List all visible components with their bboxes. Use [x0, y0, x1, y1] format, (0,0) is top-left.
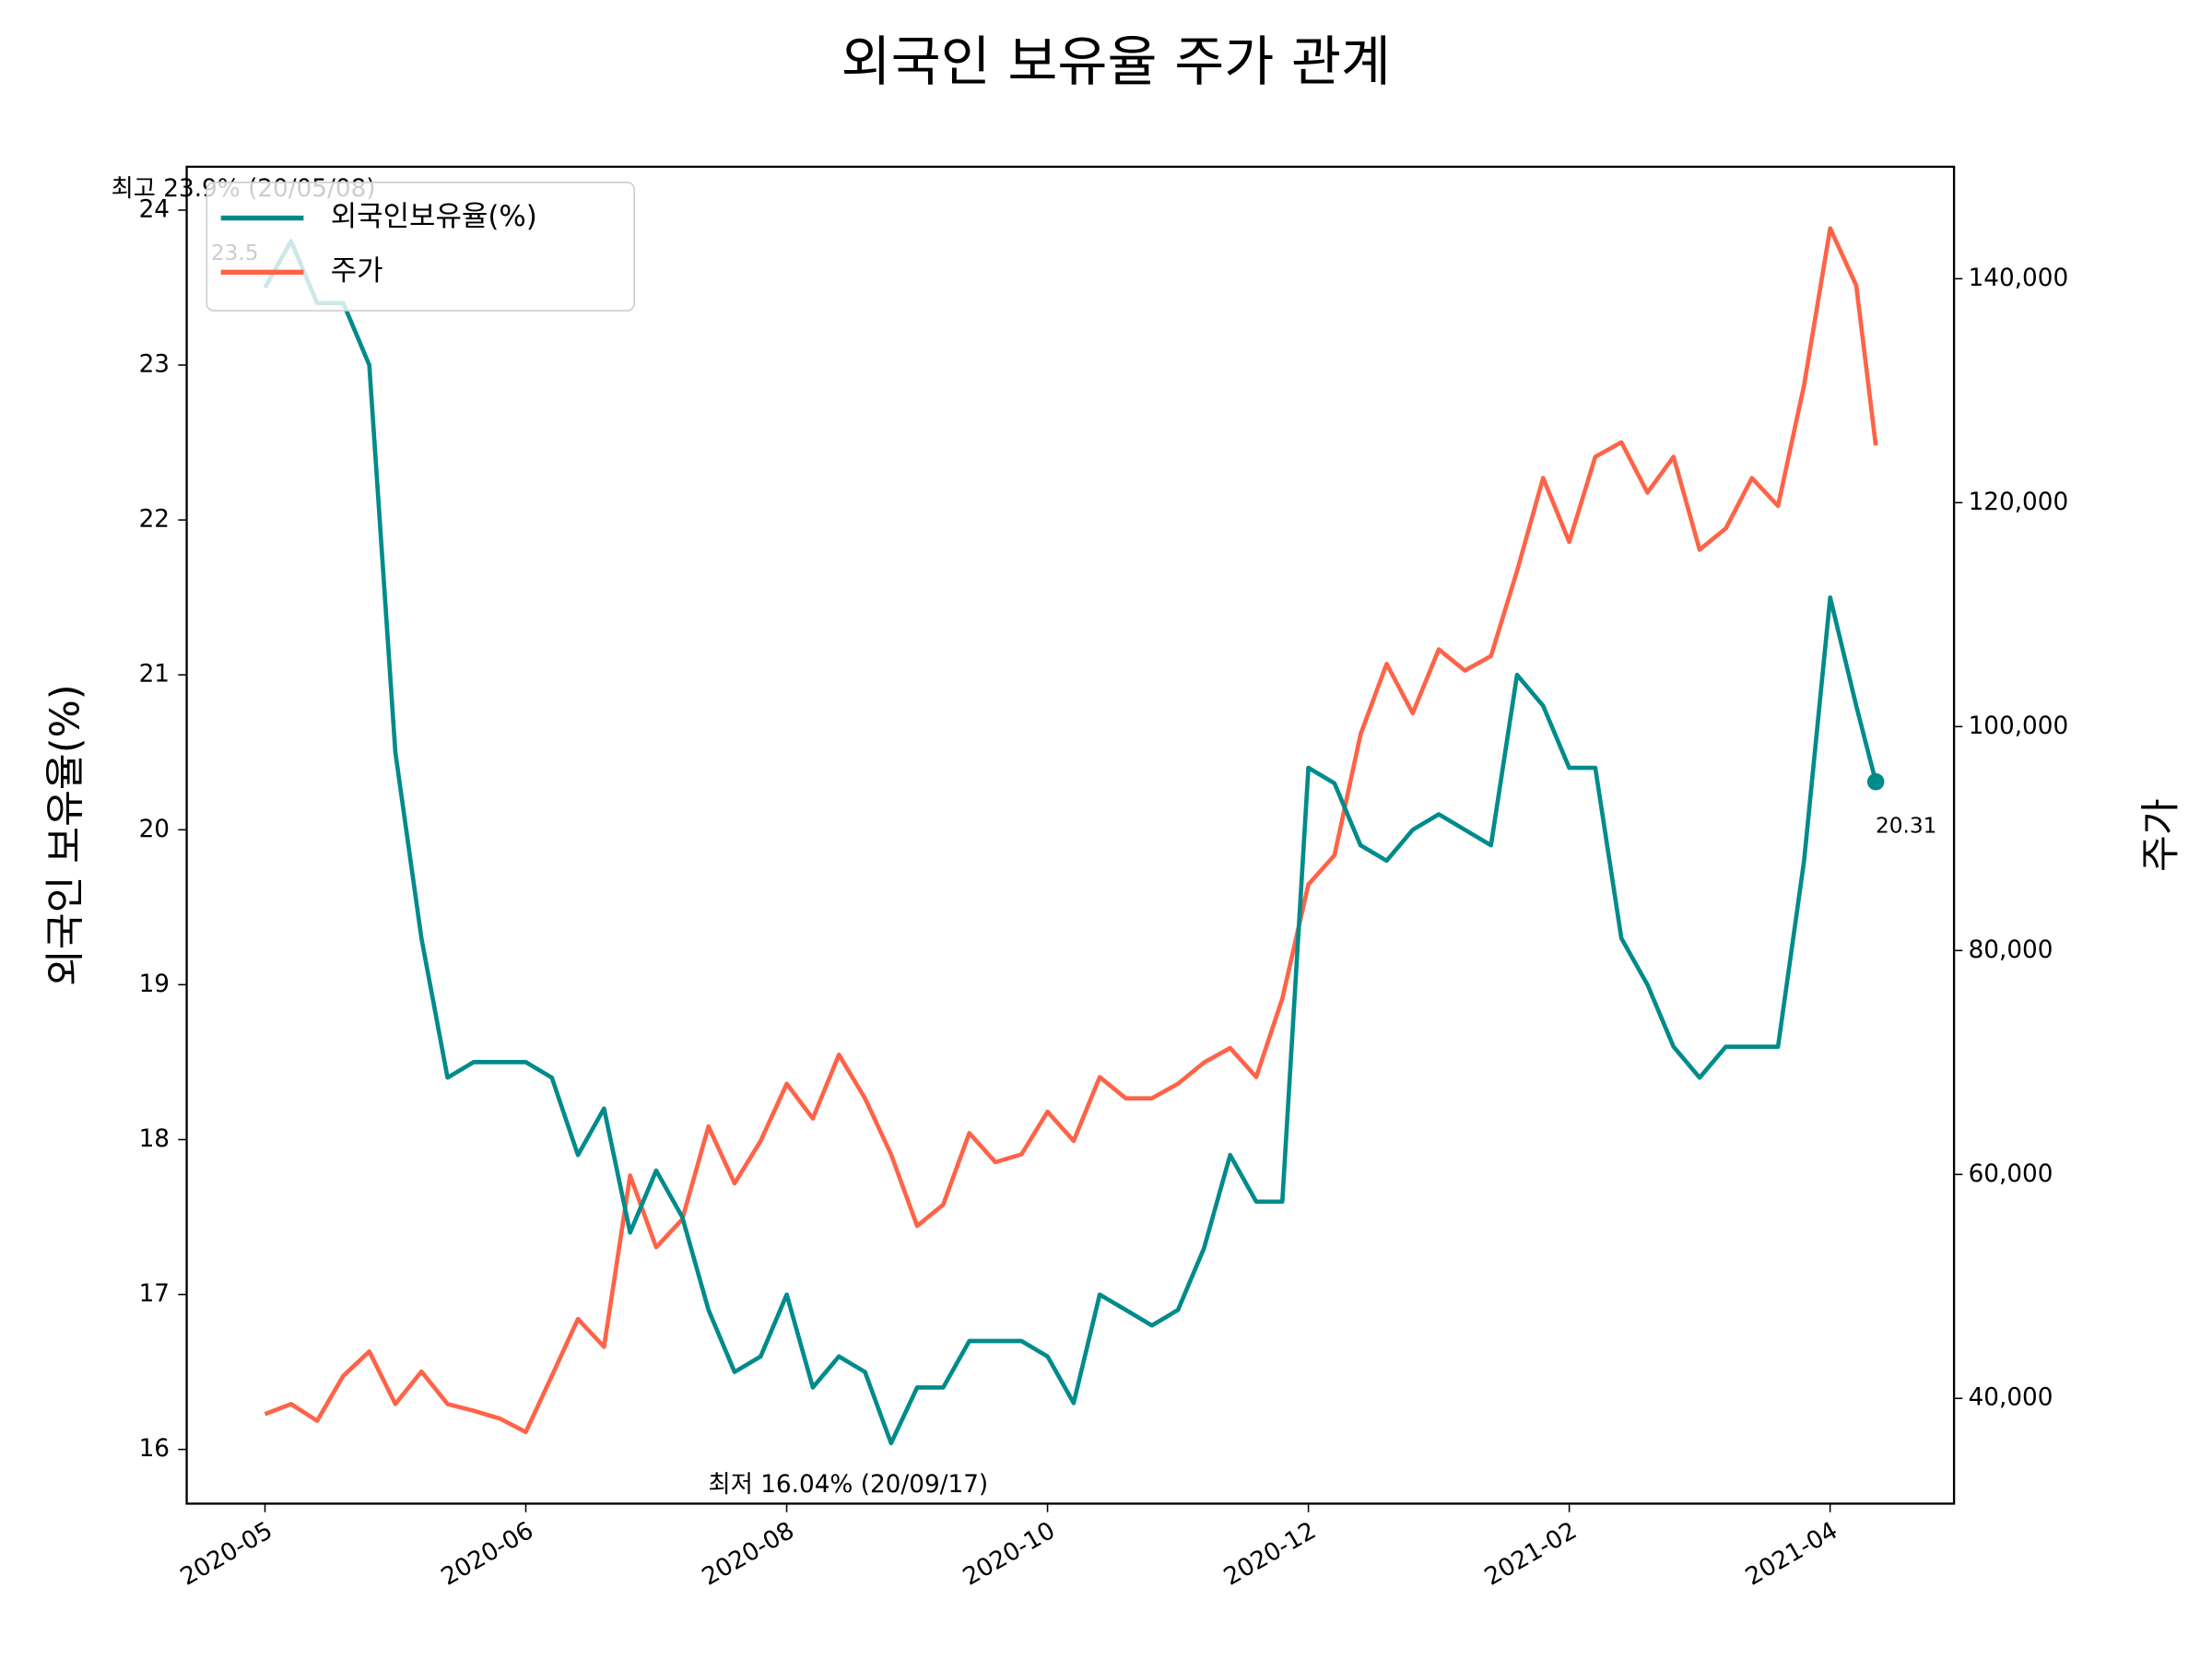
y-tick-label: 17 — [139, 1280, 170, 1308]
y-tick-label: 22 — [139, 506, 170, 534]
legend-label: 외국인보유율(%) — [331, 200, 537, 233]
legend-label: 주가 — [331, 254, 383, 288]
y2-tick-label: 60,000 — [1969, 1160, 2053, 1188]
y-axis-label: 외국인 보유율(%) — [43, 684, 89, 986]
annotation: 20.31 — [1876, 813, 1936, 838]
legend-box — [206, 182, 635, 312]
y2-tick-label: 120,000 — [1969, 488, 2069, 516]
y-tick-label: 18 — [139, 1125, 170, 1153]
line-series — [263, 239, 1878, 1446]
y2-axis-label: 주가 — [2138, 798, 2184, 872]
plot-frame — [185, 165, 1956, 1505]
y-tick-label: 20 — [139, 816, 170, 843]
annotation: 최저 16.04% (20/09/17) — [709, 1471, 989, 1499]
end-point — [1866, 772, 1885, 791]
y-tick-label: 19 — [139, 971, 170, 998]
y2-tick-label: 40,000 — [1969, 1384, 2053, 1412]
y-tick-label: 16 — [139, 1435, 170, 1463]
y-tick-label: 21 — [139, 661, 170, 688]
y2-tick-label: 100,000 — [1969, 712, 2069, 740]
y-tick-label: 24 — [139, 195, 170, 223]
y2-tick-label: 80,000 — [1969, 936, 2053, 964]
chart-title: 외국인 보유율 주가 관계 — [841, 29, 1392, 93]
y2-tick-label: 140,000 — [1969, 265, 2069, 292]
y-tick-label: 23 — [139, 351, 170, 379]
line-series — [264, 226, 1878, 1434]
